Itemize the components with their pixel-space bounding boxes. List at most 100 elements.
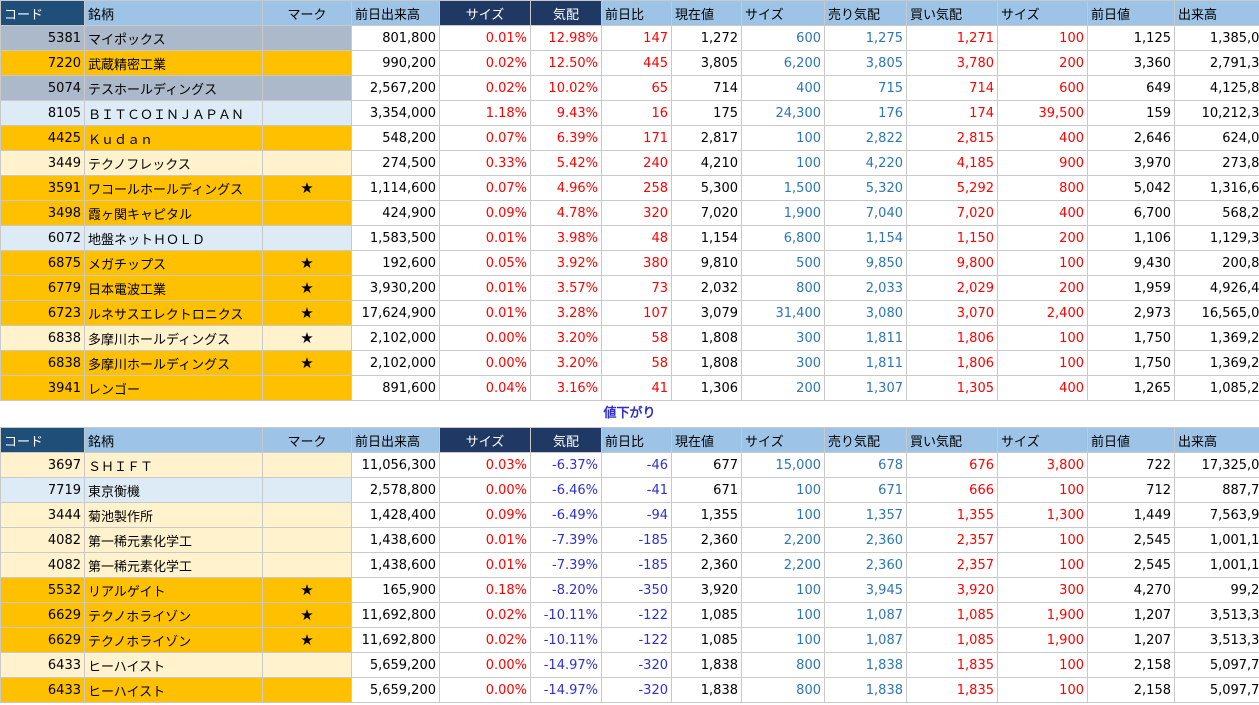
cell-current: 1,154 bbox=[671, 225, 742, 251]
cell-kehai: -7.39% bbox=[530, 527, 602, 553]
cell-prev-close: 1,750 bbox=[1087, 350, 1175, 376]
cell-buy: 1,806 bbox=[906, 325, 998, 351]
cell-buy: 9,800 bbox=[906, 250, 998, 276]
cell-prev-volume: 1,438,600 bbox=[351, 527, 440, 553]
star-icon: ★ bbox=[262, 300, 352, 326]
cell-prev-volume: 990,200 bbox=[351, 50, 440, 76]
cell-prev-close: 649 bbox=[1087, 75, 1175, 101]
header-prev-close: 前日値 bbox=[1087, 427, 1175, 453]
cell-code: 6838 bbox=[0, 325, 85, 351]
cell-change: 107 bbox=[601, 300, 672, 326]
cell-size1: 0.02% bbox=[439, 75, 531, 101]
cell-size3: 400 bbox=[997, 375, 1088, 401]
cell-size2: 6,800 bbox=[741, 225, 825, 251]
cell-volume: 624,000 bbox=[1174, 125, 1259, 151]
cell-size2: 100 bbox=[741, 150, 825, 176]
losers-body: 3697 ＳＨＩＦＴ 11,056,300 0.03% -6.37% -46 677 15,0… bbox=[0, 452, 1259, 703]
cell-sell: 678 bbox=[824, 452, 907, 478]
cell-prev-close: 1,125 bbox=[1087, 25, 1175, 51]
header-mark: マーク bbox=[262, 0, 352, 26]
header-code: コード bbox=[0, 427, 85, 453]
cell-name: リアルゲイト bbox=[84, 577, 263, 603]
cell-size2: 100 bbox=[741, 477, 825, 503]
table-row: 6838 多摩川ホールディングス ★ 2,102,000 0.00% 3.20% 58 1,8… bbox=[0, 325, 1259, 351]
table-row: 3498 霞ヶ関キャピタル 424,900 0.09% 4.78% 320 7,020 1,9… bbox=[0, 200, 1259, 226]
cell-code: 3697 bbox=[0, 452, 85, 478]
cell-prev-volume: 424,900 bbox=[351, 200, 440, 226]
cell-prev-close: 1,959 bbox=[1087, 275, 1175, 301]
star-icon: ★ bbox=[262, 275, 352, 301]
cell-size3: 400 bbox=[997, 125, 1088, 151]
cell-size2: 800 bbox=[741, 652, 825, 678]
cell-code: 6072 bbox=[0, 225, 85, 251]
cell-prev-volume: 1,114,600 bbox=[351, 175, 440, 201]
cell-buy: 1,271 bbox=[906, 25, 998, 51]
cell-kehai: 3.28% bbox=[530, 300, 602, 326]
cell-kehai: -10.11% bbox=[530, 602, 602, 628]
cell-prev-volume: 1,583,500 bbox=[351, 225, 440, 251]
cell-current: 2,817 bbox=[671, 125, 742, 151]
cell-code: 6875 bbox=[0, 250, 85, 276]
cell-size1: 0.07% bbox=[439, 125, 531, 151]
cell-kehai: 5.42% bbox=[530, 150, 602, 176]
cell-size3: 100 bbox=[997, 677, 1088, 703]
cell-size3: 100 bbox=[997, 325, 1088, 351]
cell-code: 6433 bbox=[0, 652, 85, 678]
cell-size2: 31,400 bbox=[741, 300, 825, 326]
cell-buy: 2,815 bbox=[906, 125, 998, 151]
cell-volume: 273,800 bbox=[1174, 150, 1259, 176]
cell-name: メガチップス bbox=[84, 250, 263, 276]
cell-name: 多摩川ホールディングス bbox=[84, 350, 263, 376]
cell-size3: 100 bbox=[997, 350, 1088, 376]
cell-prev-volume: 891,600 bbox=[351, 375, 440, 401]
cell-sell: 1,087 bbox=[824, 602, 907, 628]
cell-change: -320 bbox=[601, 652, 672, 678]
cell-buy: 174 bbox=[906, 100, 998, 126]
cell-current: 7,020 bbox=[671, 200, 742, 226]
cell-name: 多摩川ホールディングス bbox=[84, 325, 263, 351]
cell-volume: 1,129,300 bbox=[1174, 225, 1259, 251]
header-code: コード bbox=[0, 0, 85, 26]
cell-size1: 0.01% bbox=[439, 25, 531, 51]
cell-size2: 100 bbox=[741, 125, 825, 151]
header-size3: サイズ bbox=[997, 0, 1088, 26]
cell-code: 4082 bbox=[0, 527, 85, 553]
cell-prev-close: 6,700 bbox=[1087, 200, 1175, 226]
cell-mark bbox=[262, 50, 352, 76]
cell-kehai: -7.39% bbox=[530, 552, 602, 578]
cell-kehai: 6.39% bbox=[530, 125, 602, 151]
cell-buy: 666 bbox=[906, 477, 998, 503]
cell-size2: 15,000 bbox=[741, 452, 825, 478]
cell-code: 7220 bbox=[0, 50, 85, 76]
cell-mark bbox=[262, 652, 352, 678]
cell-change: 258 bbox=[601, 175, 672, 201]
cell-code: 6629 bbox=[0, 627, 85, 653]
cell-volume: 1,369,200 bbox=[1174, 325, 1259, 351]
cell-size3: 300 bbox=[997, 577, 1088, 603]
cell-size1: 0.01% bbox=[439, 527, 531, 553]
cell-kehai: 4.78% bbox=[530, 200, 602, 226]
star-icon: ★ bbox=[262, 175, 352, 201]
header-mark: マーク bbox=[262, 427, 352, 453]
table-row: 4425 Ｋｕｄａｎ 548,200 0.07% 6.39% 171 2,817 100 2,8… bbox=[0, 125, 1259, 151]
cell-volume: 5,097,700 bbox=[1174, 677, 1259, 703]
cell-size3: 100 bbox=[997, 527, 1088, 553]
table-row: 3591 ワコールホールディングス ★ 1,114,600 0.07% 4.96% 258 5… bbox=[0, 175, 1259, 201]
cell-size2: 300 bbox=[741, 325, 825, 351]
table-row: 3697 ＳＨＩＦＴ 11,056,300 0.03% -6.37% -46 677 15,0… bbox=[0, 452, 1259, 478]
cell-current: 1,272 bbox=[671, 25, 742, 51]
cell-change: 320 bbox=[601, 200, 672, 226]
cell-current: 1,838 bbox=[671, 652, 742, 678]
table-row: 5074 テスホールディングス 2,567,200 0.02% 10.02% 65 714 4… bbox=[0, 75, 1259, 101]
cell-volume: 4,926,400 bbox=[1174, 275, 1259, 301]
cell-buy: 1,806 bbox=[906, 350, 998, 376]
cell-sell: 2,822 bbox=[824, 125, 907, 151]
cell-current: 1,085 bbox=[671, 602, 742, 628]
cell-prev-volume: 17,624,900 bbox=[351, 300, 440, 326]
cell-size2: 500 bbox=[741, 250, 825, 276]
cell-size1: 0.09% bbox=[439, 502, 531, 528]
header-prev-volume: 前日出来高 bbox=[351, 0, 440, 26]
cell-volume: 10,212,300 bbox=[1174, 100, 1259, 126]
cell-prev-close: 1,750 bbox=[1087, 325, 1175, 351]
cell-current: 1,355 bbox=[671, 502, 742, 528]
